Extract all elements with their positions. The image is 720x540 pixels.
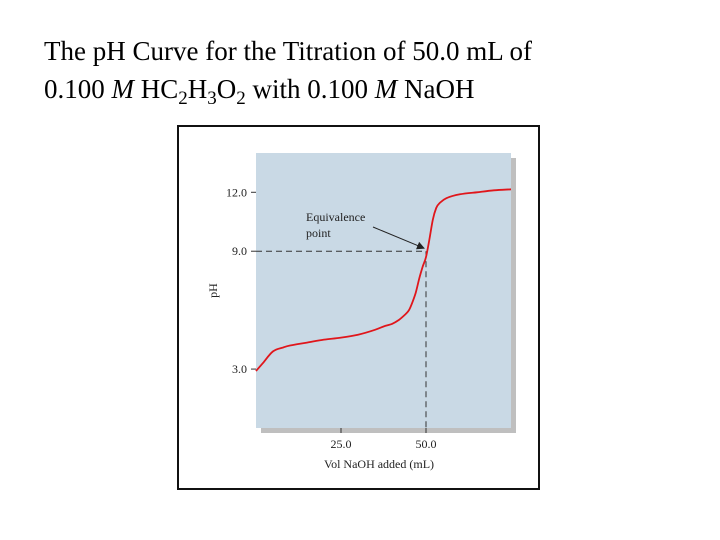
x-axis-ticks: 25.0 50.0 bbox=[331, 428, 437, 451]
y-axis-label: pH bbox=[206, 283, 220, 298]
x-tick-label: 25.0 bbox=[331, 437, 352, 451]
title-prefix: 0.100 bbox=[44, 74, 112, 104]
formula-subscript: 2 bbox=[178, 88, 188, 109]
x-tick-label: 50.0 bbox=[416, 437, 437, 451]
y-axis-ticks: 3.0 9.0 12.0 bbox=[226, 185, 256, 376]
title-mid: with 0.100 bbox=[245, 74, 375, 104]
annotation-label-line-1: Equivalence bbox=[306, 210, 365, 224]
formula-subscript: 2 bbox=[236, 88, 246, 109]
formula-part: O bbox=[216, 74, 237, 104]
y-tick-label: 9.0 bbox=[232, 244, 247, 258]
annotation-label-line-2: point bbox=[306, 226, 331, 240]
figure-frame: 3.0 9.0 12.0 25.0 50.0 Equivalence point pH … bbox=[177, 125, 540, 490]
acetic-acid-formula: HC2H3O2 bbox=[140, 74, 246, 108]
slide-title-line-2: 0.100 M HC2H3O2 with 0.100 M NaOH bbox=[44, 70, 704, 108]
y-tick-label: 3.0 bbox=[232, 362, 247, 376]
ph-curve-line bbox=[255, 188, 512, 372]
formula-part: HC bbox=[140, 74, 179, 104]
formula-subscript: 3 bbox=[207, 88, 217, 109]
slide-title-line-1: The pH Curve for the Titration of 50.0 m… bbox=[44, 36, 532, 66]
equivalence-annotation: Equivalence point bbox=[306, 210, 425, 250]
molarity-symbol-2: M bbox=[374, 74, 398, 104]
slide-title: The pH Curve for the Titration of 50.0 m… bbox=[44, 32, 704, 108]
title-suffix: NaOH bbox=[397, 74, 475, 104]
plot-background bbox=[256, 153, 511, 428]
y-tick-label: 12.0 bbox=[226, 185, 247, 199]
annotation-arrow bbox=[372, 226, 425, 250]
molarity-symbol-1: M bbox=[111, 74, 135, 104]
x-axis-label: Vol NaOH added (mL) bbox=[324, 457, 434, 471]
guide-lines bbox=[256, 250, 427, 433]
formula-part: H bbox=[187, 74, 208, 104]
